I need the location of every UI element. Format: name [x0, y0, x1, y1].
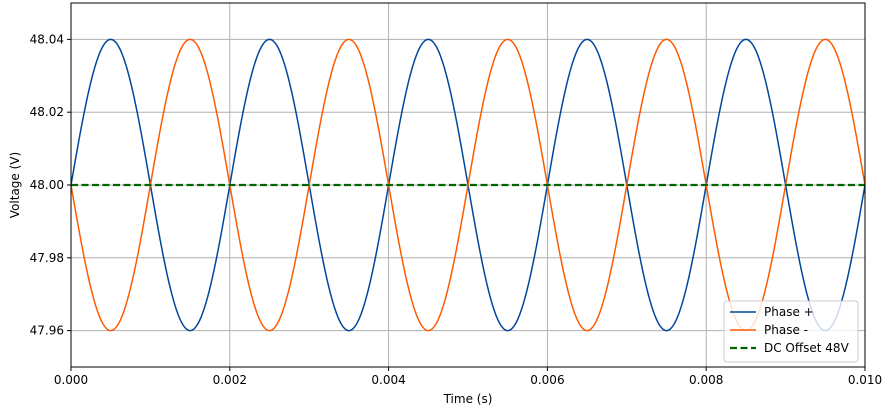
y-axis-ticks: 47.96 47.98 48.00 48.02 48.04	[30, 32, 71, 338]
x-axis-label: Time (s)	[443, 392, 493, 406]
x-tick-label: 0.000	[54, 373, 88, 387]
x-axis-ticks: 0.000 0.002 0.004 0.006 0.008 0.010	[54, 367, 882, 387]
x-tick-label: 0.008	[689, 373, 723, 387]
y-tick-label: 48.02	[30, 105, 64, 119]
legend-label-dc-offset: DC Offset 48V	[764, 341, 850, 355]
legend-label-phase-plus: Phase +	[764, 305, 814, 319]
y-tick-label: 48.04	[30, 32, 64, 46]
y-tick-label: 47.96	[30, 324, 64, 338]
y-axis-label: Voltage (V)	[8, 152, 22, 218]
legend-label-phase-minus: Phase -	[764, 323, 808, 337]
legend: Phase + Phase - DC Offset 48V	[723, 300, 859, 363]
x-tick-label: 0.004	[371, 373, 405, 387]
x-tick-label: 0.002	[213, 373, 247, 387]
y-tick-label: 48.00	[30, 178, 64, 192]
y-tick-label: 47.98	[30, 251, 64, 265]
x-tick-label: 0.010	[848, 373, 882, 387]
legend-box	[723, 300, 859, 363]
x-tick-label: 0.006	[530, 373, 564, 387]
